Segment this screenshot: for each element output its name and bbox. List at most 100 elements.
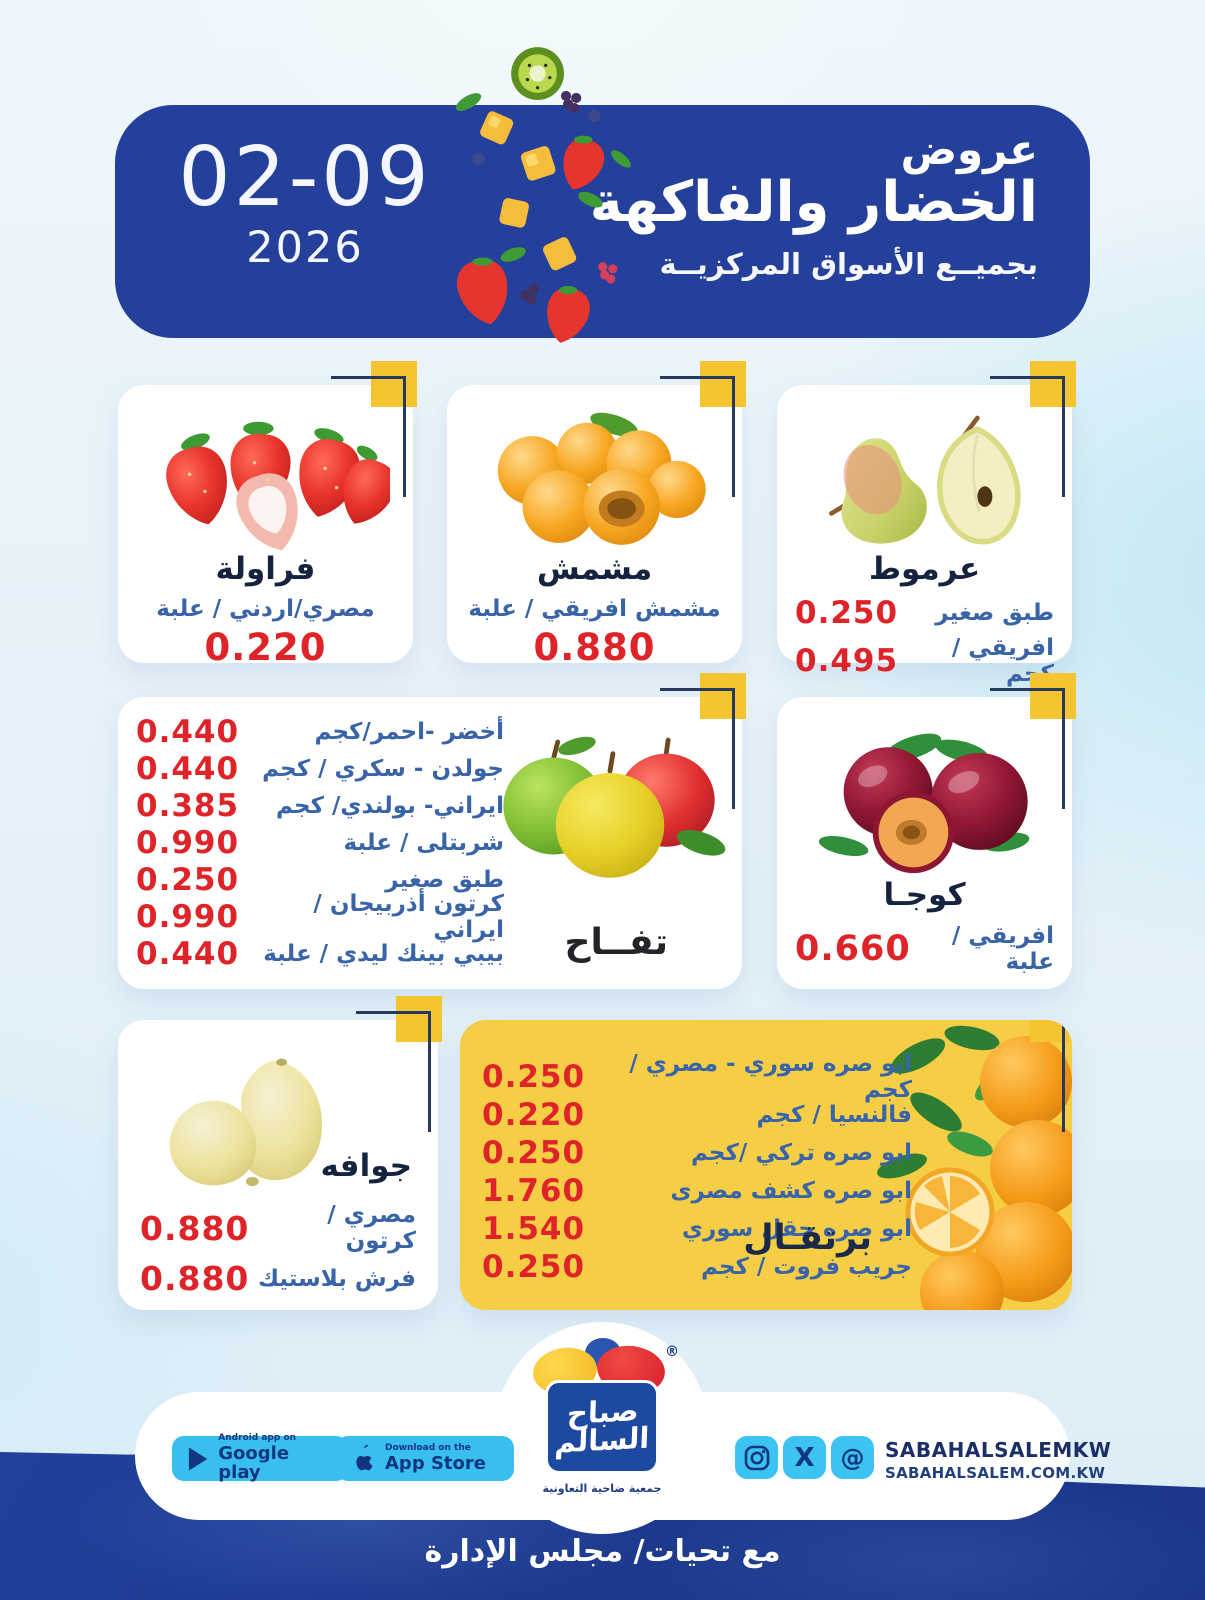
row-price: 0.250 bbox=[482, 1059, 586, 1095]
card-plum: كوجـا افريقي / علبة 0.660 bbox=[777, 673, 1076, 989]
price-row: طبق صغير 0.250 bbox=[777, 595, 1072, 631]
website-url: SABAHALSALEM.COM.KW bbox=[885, 1464, 1106, 1482]
app-store-badge[interactable]: Download on the App Store bbox=[336, 1436, 514, 1481]
card-strawberry: فراولة مصري/اردني / علبة 0.220 bbox=[118, 361, 417, 669]
product-price: 0.880 bbox=[533, 626, 656, 669]
row-label: ابو صره سوري - مصري / كجم bbox=[629, 1051, 912, 1103]
apple-price-list: أخضر -احمر/كجم 0.440 جولدن - سكري / كجم 0.… bbox=[136, 713, 504, 972]
plum-image bbox=[777, 705, 1072, 877]
row-label: طبق صغير bbox=[385, 866, 504, 893]
guava-image bbox=[118, 1028, 438, 1196]
row-price: 0.440 bbox=[136, 750, 240, 787]
header-subtitle: بجميــع الأسواق المركزيــة bbox=[659, 247, 1038, 281]
row-price: 0.250 bbox=[482, 1249, 586, 1285]
date-range: 02-09 bbox=[178, 130, 432, 225]
date-year: 2026 bbox=[246, 223, 364, 274]
price-row: فالنسيا / كجم 0.220 bbox=[482, 1096, 912, 1134]
row-label: فالنسيا / كجم bbox=[756, 1102, 912, 1128]
price-row: ابو صره حقل سوري 1.540 bbox=[482, 1210, 912, 1248]
price-row: ابو صره سوري - مصري / كجم 0.250 bbox=[482, 1051, 912, 1103]
row-label: افريقي / علبة bbox=[951, 923, 1054, 975]
date-block: 02-09 2026 bbox=[145, 130, 465, 274]
google-play-icon bbox=[188, 1446, 208, 1471]
product-title: برتقـال bbox=[743, 1218, 872, 1258]
strawberry-image bbox=[118, 393, 413, 551]
row-label: ابو صره حقل سوري bbox=[681, 1216, 912, 1242]
row-price: 0.220 bbox=[482, 1097, 586, 1133]
row-label: أخضر -احمر/كجم bbox=[314, 718, 504, 745]
product-price: 0.220 bbox=[204, 626, 327, 669]
row-price: 0.990 bbox=[136, 898, 240, 935]
header-banner: 02-09 2026 عروض الخضار والفاكهة بجميــع … bbox=[115, 47, 1090, 343]
header-title-line2: الخضار والفاكهة bbox=[589, 170, 1038, 235]
header-title-line1: عروض bbox=[900, 125, 1038, 174]
price-row: شربتلى / علبة 0.990 bbox=[136, 824, 504, 861]
row-price: 0.495 bbox=[795, 643, 899, 679]
product-title: مشمش bbox=[536, 551, 653, 587]
row-label: فرش بلاستيك bbox=[257, 1265, 416, 1292]
price-row: أخضر -احمر/كجم 0.440 bbox=[136, 713, 504, 750]
row-price: 1.760 bbox=[482, 1173, 586, 1209]
x-icon: X bbox=[794, 1442, 815, 1473]
row-label: جريب فروت / كجم bbox=[700, 1254, 912, 1280]
badge-small-text: Download on the bbox=[385, 1442, 471, 1453]
product-title: كوجـا bbox=[883, 877, 966, 913]
logo-subtext: جمعية ضاحية التعاونية bbox=[542, 1482, 662, 1495]
google-play-text: Android app on Google play bbox=[218, 1432, 334, 1483]
instagram-button[interactable] bbox=[735, 1436, 778, 1479]
row-price: 0.440 bbox=[136, 935, 240, 972]
row-price: 0.250 bbox=[795, 595, 899, 631]
app-store-text: Download on the App Store bbox=[385, 1442, 486, 1474]
row-price: 0.660 bbox=[795, 929, 911, 969]
card-pear: عرموط طبق صغير 0.250 افريقي / كجم 0.495 bbox=[777, 361, 1076, 687]
row-label: افريقي / كجم bbox=[951, 635, 1054, 687]
price-row: كرتون أذربيجان / ايراني 0.990 bbox=[136, 891, 504, 943]
row-label: ابو صره كشف مصرى bbox=[670, 1178, 912, 1204]
row-label: مصري / كرتون bbox=[327, 1202, 416, 1254]
row-label: جولدن - سكري / كجم bbox=[262, 755, 504, 782]
price-row: ابو صره كشف مصرى 1.760 bbox=[482, 1172, 912, 1210]
card-orange: ابو صره سوري - مصري / كجم 0.250 فالنسيا /… bbox=[460, 1020, 1072, 1310]
social-handle: SABAHALSALEMKW bbox=[885, 1438, 1112, 1462]
product-title: تفــاح bbox=[564, 922, 669, 963]
price-row: طبق صغير 0.250 bbox=[136, 861, 504, 898]
orange-image bbox=[877, 1025, 1072, 1310]
threads-button[interactable]: @ bbox=[831, 1436, 874, 1479]
threads-icon: @ bbox=[840, 1443, 865, 1472]
row-price: 0.385 bbox=[136, 787, 240, 824]
row-label: شربتلى / علبة bbox=[343, 829, 504, 856]
row-price: 1.540 bbox=[482, 1211, 586, 1247]
price-row: بيبي بينك ليدي / علبة 0.440 bbox=[136, 935, 504, 972]
logo-box: صباح السالم bbox=[545, 1380, 659, 1474]
card-guava: جوافه مصري / كرتون 0.880 فرش بلاستيك 0.8… bbox=[118, 996, 442, 1310]
badge-small-text: Android app on bbox=[218, 1432, 297, 1443]
product-title: عرموط bbox=[868, 551, 981, 587]
product-title: جوافه bbox=[320, 1148, 412, 1184]
product-subtitle: مصري/اردني / علبة bbox=[156, 596, 375, 622]
orange-price-list: ابو صره سوري - مصري / كجم 0.250 فالنسيا /… bbox=[482, 1051, 912, 1286]
card-apple: أخضر -احمر/كجم 0.440 جولدن - سكري / كجم 0.… bbox=[118, 673, 746, 989]
regards-text: مع تحيات/ مجلس الإدارة bbox=[424, 1534, 781, 1569]
header-titles: عروض الخضار والفاكهة بجميــع الأسواق الم… bbox=[590, 125, 1038, 281]
price-row: فرش بلاستيك 0.880 bbox=[118, 1259, 438, 1298]
x-button[interactable]: X bbox=[783, 1436, 826, 1479]
instagram-icon bbox=[744, 1445, 769, 1470]
row-label: كرتون أذربيجان / ايراني bbox=[313, 890, 504, 943]
row-label: بيبي بينك ليدي / علبة bbox=[263, 940, 504, 967]
google-play-badge[interactable]: Android app on Google play bbox=[172, 1432, 348, 1483]
fruit-splash-image bbox=[455, 47, 631, 343]
sabah-alsalem-logo: ® صباح السالم جمعية ضاحية التعاونية bbox=[527, 1336, 679, 1506]
logo-line2: السالم bbox=[553, 1420, 650, 1460]
apple-icon bbox=[356, 1444, 373, 1470]
row-price: 0.250 bbox=[482, 1135, 586, 1171]
apricot-image bbox=[447, 393, 742, 551]
row-price: 0.880 bbox=[140, 1208, 250, 1248]
row-price: 0.250 bbox=[136, 861, 240, 898]
price-row: جريب فروت / كجم 0.250 bbox=[482, 1248, 912, 1286]
card-apricot: مشمش مشمش افريقي / علبة 0.880 bbox=[447, 361, 746, 669]
product-title: فراولة bbox=[215, 551, 316, 587]
price-row: مصري / كرتون 0.880 bbox=[118, 1202, 438, 1254]
row-label: ايراني- بولندي/ كجم bbox=[275, 792, 504, 819]
badge-big-text: App Store bbox=[385, 1452, 486, 1474]
price-row: افريقي / كجم 0.495 bbox=[777, 635, 1072, 687]
